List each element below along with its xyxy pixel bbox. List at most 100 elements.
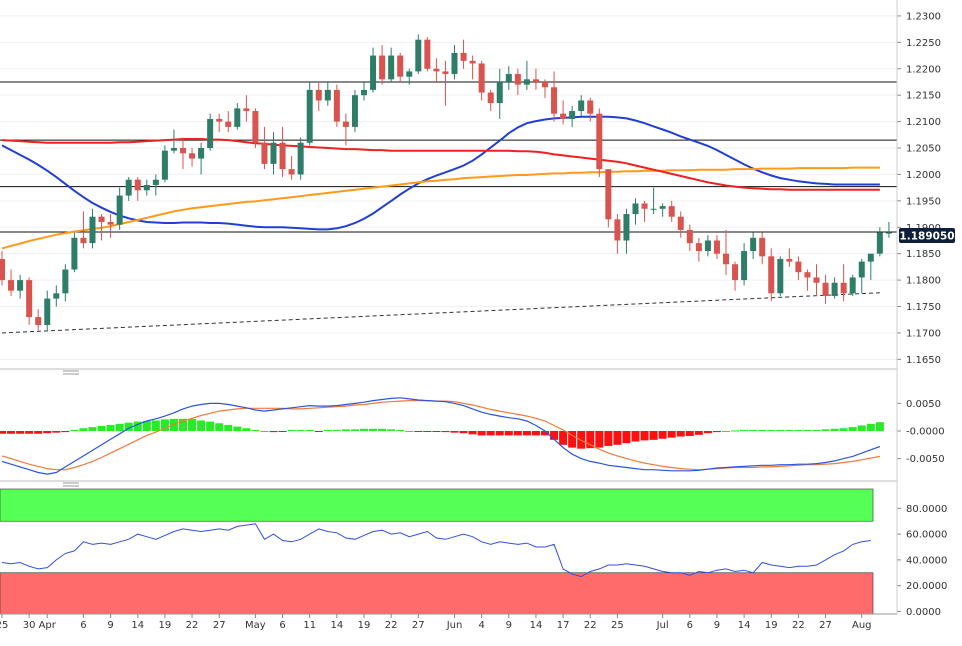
candle-body: [406, 71, 413, 77]
candle: [632, 198, 639, 225]
macd-histogram-bar: [866, 423, 875, 431]
candle-body: [44, 298, 51, 326]
macd-histogram-bar: [749, 429, 758, 431]
candle-body: [831, 282, 838, 296]
macd-histogram-bar: [124, 422, 133, 431]
macd-histogram-bar: [703, 431, 712, 434]
candle-body: [415, 39, 422, 72]
macd-histogram-bar: [676, 431, 685, 437]
candle-body: [523, 79, 530, 85]
candle: [505, 66, 512, 90]
macd-lines: [1, 397, 881, 475]
macd-histogram-bar: [812, 429, 821, 431]
candle-body: [532, 79, 539, 82]
candle: [605, 169, 612, 228]
candle-body: [207, 118, 214, 149]
macd-histogram-bar: [758, 429, 767, 431]
macd-histogram: [0, 418, 884, 449]
macd-histogram-bar: [206, 421, 215, 431]
macd-histogram-bar: [369, 428, 378, 431]
candle: [306, 81, 313, 146]
candle: [17, 274, 24, 299]
candle-body: [469, 60, 476, 64]
candle-body: [641, 203, 648, 209]
candle: [596, 108, 603, 178]
candle: [107, 214, 114, 238]
candle-body: [143, 185, 150, 191]
candle: [0, 251, 5, 286]
candle: [587, 97, 594, 122]
x-tick-label: May: [245, 620, 266, 631]
candle: [759, 232, 766, 265]
candle-body: [252, 111, 259, 143]
candle: [876, 227, 883, 257]
macd-histogram-bar: [396, 429, 405, 431]
macd-histogram-bar: [468, 431, 477, 435]
candle-body: [442, 71, 449, 75]
price-panel: 1.2300 1.2250 1.2200 1.2150 1.2100 1.2050 1.20…: [0, 11, 955, 366]
candle-body: [514, 74, 521, 85]
candle: [351, 89, 358, 133]
macd-y-tick-label: -0.0050: [906, 454, 945, 465]
macd-histogram-bar: [776, 429, 785, 431]
candle: [315, 81, 322, 112]
candle: [623, 208, 630, 254]
candle-body: [116, 195, 123, 225]
candle: [677, 211, 684, 238]
x-tick-label: 22: [584, 620, 597, 631]
macd-histogram-bar: [541, 431, 549, 436]
candle: [71, 232, 78, 273]
x-tick-label: 9: [714, 620, 720, 631]
x-tick-label: 19: [358, 620, 371, 631]
candle-body: [713, 240, 720, 254]
price-moving-averages: [1, 115, 880, 250]
candle: [514, 68, 521, 96]
macd-histogram-bar: [278, 431, 287, 432]
candle-body: [270, 142, 277, 164]
macd-histogram-bar: [215, 423, 224, 431]
macd-histogram-bar: [423, 431, 432, 432]
x-tick-label: 27: [213, 620, 226, 631]
candle-body: [840, 282, 847, 294]
price-y-tick-label: 1.1950: [906, 196, 941, 207]
candle-body: [885, 232, 892, 234]
candle: [686, 224, 693, 252]
panel-separator-1[interactable]: [0, 368, 897, 375]
macd-histogram-bar: [405, 431, 414, 432]
price-y-tick-label: 1.2250: [906, 38, 941, 49]
macd-histogram-bar: [305, 429, 314, 431]
candle: [234, 103, 241, 130]
x-tick-label: 6: [80, 620, 86, 631]
candle: [641, 200, 648, 222]
candle: [288, 155, 295, 180]
macd-histogram-bar: [387, 429, 396, 431]
candle: [216, 113, 223, 133]
x-tick-label: 22: [792, 620, 805, 631]
candle: [831, 277, 838, 299]
candle-body: [26, 280, 33, 318]
candle-body: [361, 89, 367, 96]
candle: [324, 81, 331, 106]
macd-histogram-bar: [7, 431, 16, 434]
macd-histogram-bar: [586, 431, 595, 449]
macd-histogram-bar: [179, 418, 187, 431]
price-y-tick-label: 1.1800: [906, 276, 941, 287]
rsi-polyline: [1, 523, 871, 578]
last-price-label: 1.189050: [899, 231, 954, 243]
panel-separator-2[interactable]: [0, 480, 897, 487]
rsi-y-tick-label: 80.0000: [906, 504, 947, 515]
candle-body: [180, 148, 186, 154]
rsi-line: [1, 523, 871, 578]
last-price-marker: 1.189050: [899, 228, 955, 243]
macd-histogram-bar: [631, 431, 640, 442]
candle-body: [279, 142, 286, 170]
price-y-tick-label: 1.2050: [906, 144, 941, 155]
x-tick-label: 25: [611, 620, 624, 631]
candle: [659, 203, 666, 217]
candle-body: [98, 216, 105, 222]
candle-body: [551, 87, 558, 114]
x-tick-label: 14: [131, 620, 144, 631]
macd-panel: 0.0050 -0.0000 -0.0050: [0, 397, 945, 475]
